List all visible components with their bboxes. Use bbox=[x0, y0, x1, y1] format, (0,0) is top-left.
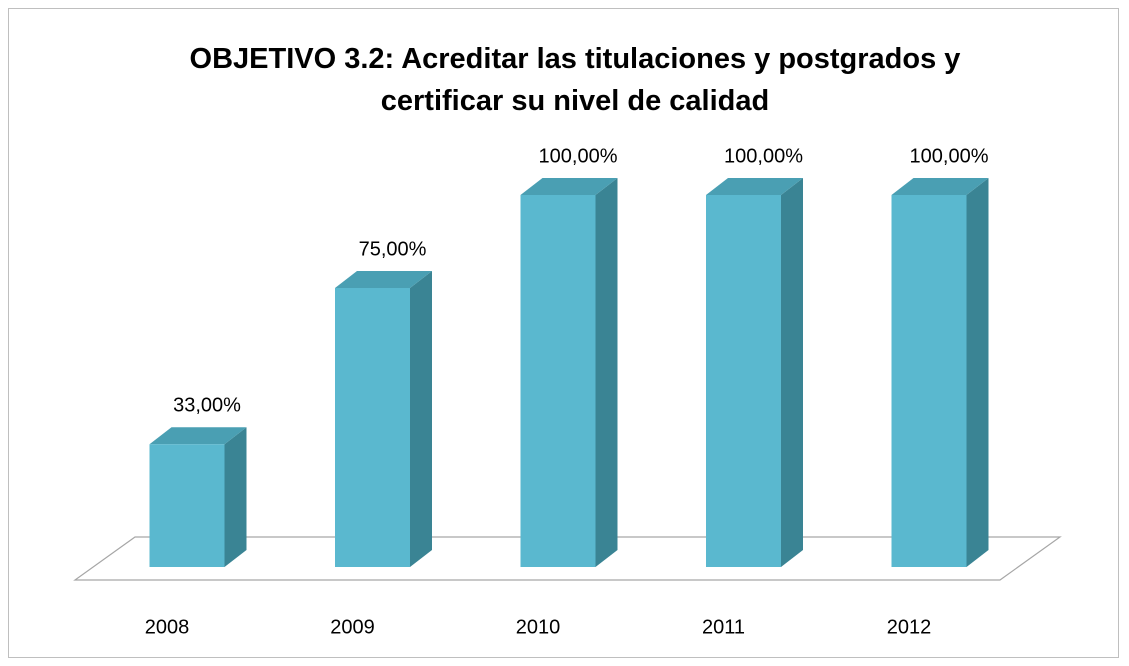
bar bbox=[706, 195, 781, 567]
chart-title: OBJETIVO 3.2: Acreditar las titulaciones… bbox=[189, 43, 961, 117]
bar bbox=[149, 444, 225, 567]
bar-side bbox=[410, 271, 432, 567]
bar bbox=[891, 195, 967, 567]
x-tick-label: 2009 bbox=[330, 616, 375, 638]
bar-top bbox=[335, 271, 432, 288]
bar-top bbox=[706, 178, 803, 195]
chart-frame bbox=[8, 8, 1119, 658]
value-label: 33,00% bbox=[173, 395, 241, 417]
bar-side bbox=[966, 178, 989, 567]
bar bbox=[335, 288, 410, 567]
bar-side bbox=[595, 178, 618, 567]
x-tick-label: 2011 bbox=[702, 616, 745, 638]
bar-side bbox=[781, 178, 803, 567]
bar-top bbox=[149, 427, 247, 445]
bar bbox=[520, 195, 596, 567]
x-tick-label: 2010 bbox=[516, 616, 561, 638]
value-label: 100,00% bbox=[910, 145, 989, 167]
bar-top bbox=[520, 178, 618, 195]
bar-side bbox=[224, 427, 247, 567]
bar-top bbox=[891, 178, 989, 195]
value-label: 100,00% bbox=[724, 145, 803, 167]
x-tick-label: 2008 bbox=[145, 616, 190, 638]
value-label: 100,00% bbox=[539, 145, 618, 167]
x-tick-label: 2012 bbox=[887, 616, 932, 638]
value-label: 75,00% bbox=[359, 238, 427, 260]
